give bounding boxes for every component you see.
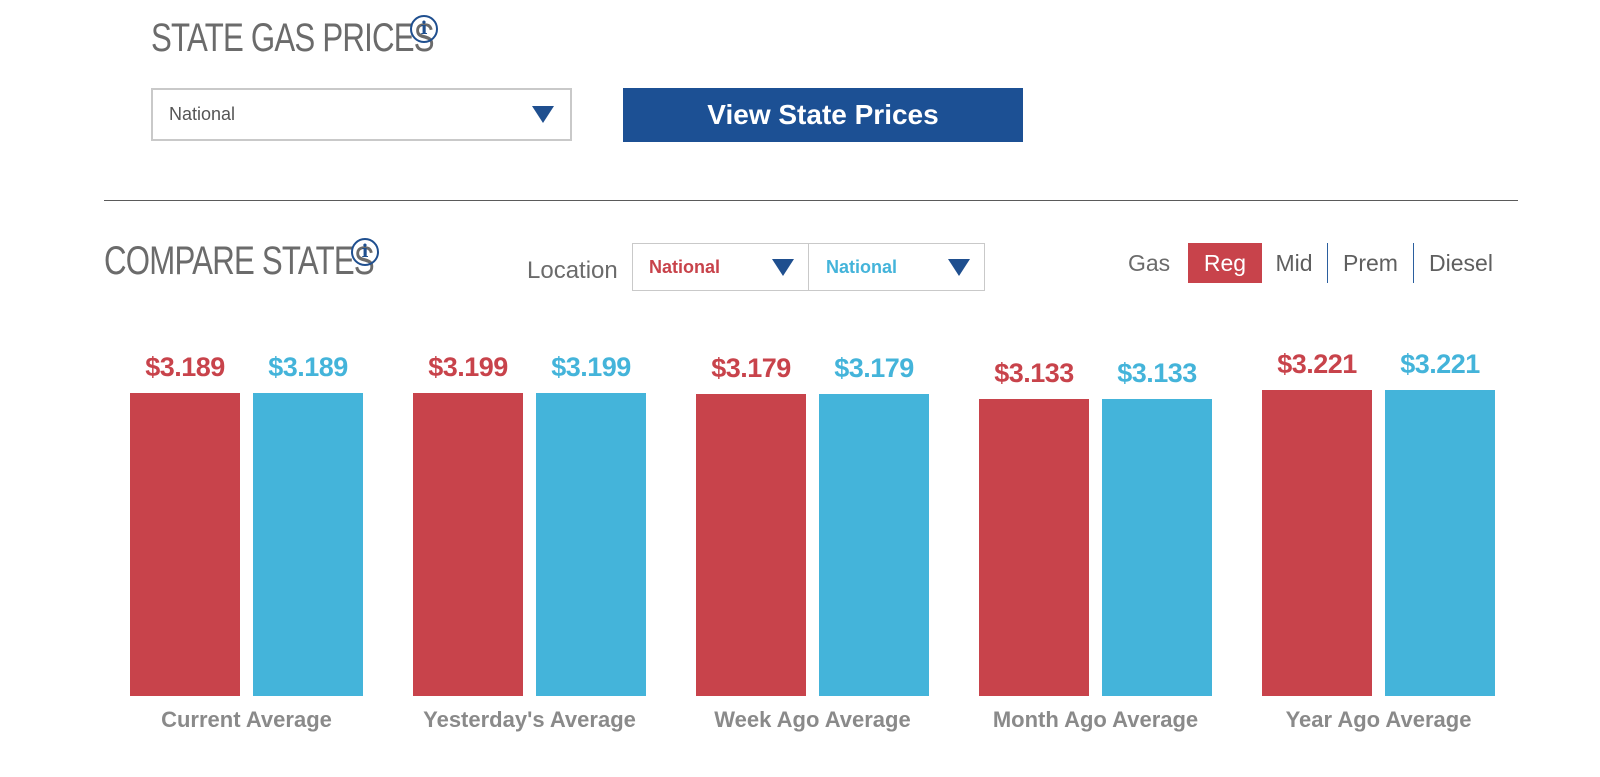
bar-value-label: $3.221: [1400, 349, 1480, 380]
gas-option-reg[interactable]: Reg: [1188, 243, 1262, 283]
chevron-down-icon: [532, 106, 554, 123]
location-label: Location: [527, 257, 618, 284]
chevron-down-icon: [948, 258, 970, 276]
chevron-down-icon: [772, 258, 794, 276]
bar-value-label: $3.189: [145, 352, 225, 383]
location-b-value: National: [826, 256, 898, 277]
category-label: Year Ago Average: [1285, 707, 1472, 732]
category-label: Month Ago Average: [992, 707, 1199, 732]
chart-bar: [536, 392, 646, 696]
gas-option-diesel[interactable]: Diesel: [1429, 249, 1493, 276]
chart-bar: [1385, 390, 1495, 696]
chart-bar: [979, 398, 1089, 696]
view-state-prices-button[interactable]: View State Prices: [623, 88, 1023, 142]
state-select[interactable]: National: [151, 88, 572, 141]
info-icon[interactable]: i: [351, 238, 379, 266]
chart-bar: [819, 394, 929, 696]
section-divider: [104, 200, 1518, 201]
chart-bar: [413, 392, 523, 696]
chart-bar: [130, 393, 240, 696]
category-label: Week Ago Average: [714, 707, 911, 732]
state-select-value: National: [169, 104, 236, 124]
state-gas-prices-title: STATE GAS PRICES: [151, 16, 435, 60]
chart-bar: [696, 394, 806, 696]
info-icon[interactable]: i: [410, 15, 438, 43]
gas-label: Gas: [1128, 250, 1171, 276]
gas-option-prem[interactable]: Prem: [1343, 249, 1398, 276]
gas-option-separator: [1327, 243, 1328, 283]
chart-bar: [1102, 398, 1212, 696]
location-select-a[interactable]: National: [632, 243, 809, 291]
bar-value-label: $3.199: [551, 351, 631, 382]
gas-option-separator: [1413, 243, 1414, 283]
bar-value-label: $3.199: [428, 351, 508, 382]
location-select-b[interactable]: National: [808, 243, 985, 291]
category-label: Current Average: [161, 707, 332, 732]
bar-value-label: $3.133: [1117, 357, 1197, 388]
category-label: Yesterday's Average: [423, 707, 636, 732]
bar-value-label: $3.133: [994, 357, 1074, 388]
gas-option-mid[interactable]: Mid: [1275, 249, 1313, 276]
compare-states-title: COMPARE STATES: [104, 239, 375, 283]
bar-value-label: $3.189: [268, 352, 348, 383]
location-a-value: National: [649, 256, 721, 277]
bar-value-label: $3.179: [834, 353, 914, 384]
bar-value-label: $3.179: [711, 353, 791, 384]
chart-bar: [253, 393, 363, 696]
bar-value-label: $3.221: [1277, 349, 1357, 380]
chart-bar: [1262, 390, 1372, 696]
